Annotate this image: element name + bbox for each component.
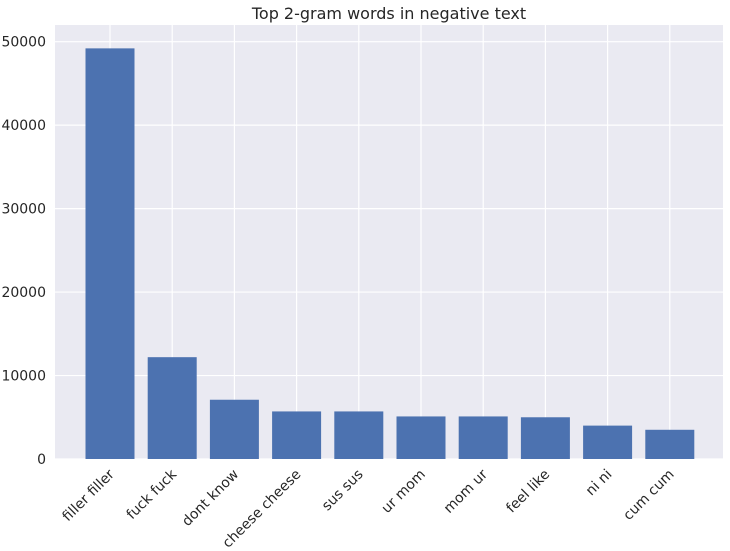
- bar: [458, 416, 508, 459]
- x-tick-label: fuck fuck: [124, 466, 181, 523]
- y-tick-label: 20000: [1, 285, 46, 301]
- bar: [645, 429, 695, 459]
- x-tick-label: ur mom: [379, 467, 429, 517]
- x-tick-label: sus sus: [319, 467, 367, 515]
- bar: [520, 417, 570, 459]
- chart-title: Top 2-gram words in negative text: [251, 4, 526, 23]
- x-tick-label: mom ur: [441, 466, 491, 516]
- bar: [209, 399, 259, 459]
- bar: [272, 411, 322, 459]
- y-tick-label: 40000: [1, 118, 46, 134]
- bar: [334, 411, 384, 459]
- bar: [583, 425, 633, 459]
- gridlines: [55, 25, 723, 460]
- bar: [396, 416, 446, 459]
- y-tick-label: 30000: [1, 202, 46, 218]
- y-axis-ticks: 0 10000 20000 30000 40000 50000: [1, 35, 46, 468]
- x-tick-label: cum cum: [620, 467, 677, 524]
- bar: [85, 48, 135, 459]
- x-tick-label: feel like: [503, 467, 553, 517]
- x-tick-label: filler filler: [60, 466, 118, 524]
- x-tick-label: ni ni: [583, 467, 616, 500]
- x-tick-label: dont know: [179, 467, 242, 530]
- bar: [147, 357, 197, 459]
- y-tick-label: 10000: [1, 369, 46, 385]
- y-tick-label: 50000: [1, 35, 46, 51]
- bars: [85, 48, 695, 459]
- y-tick-label: 0: [37, 452, 46, 468]
